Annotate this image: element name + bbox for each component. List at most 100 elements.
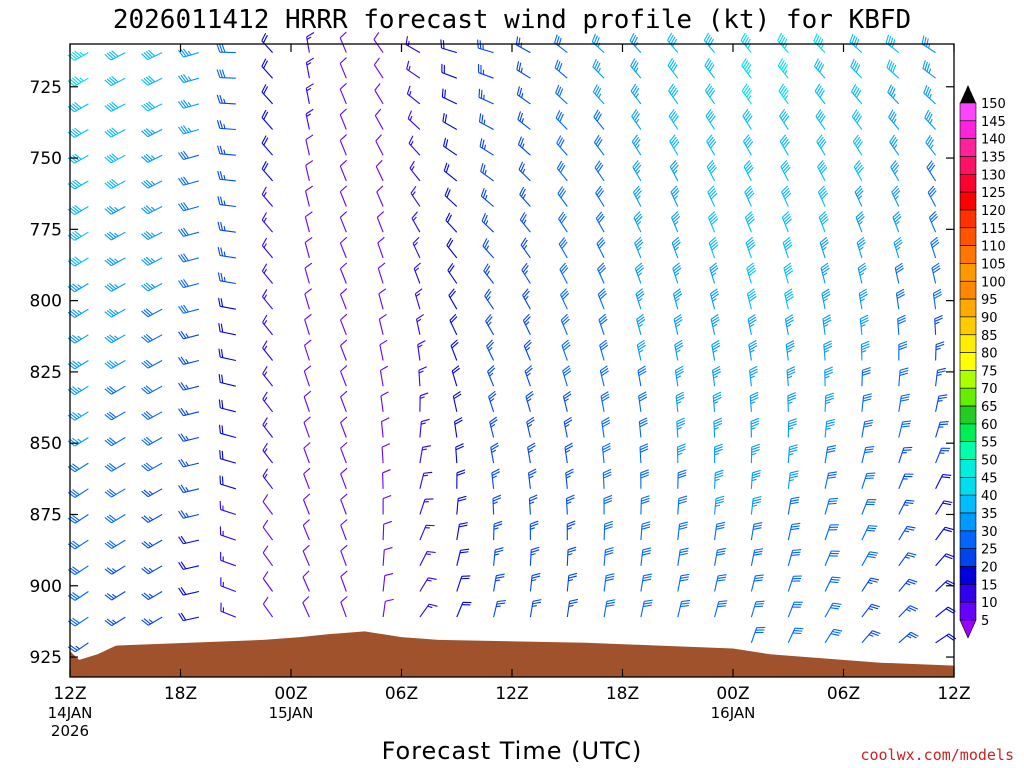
wind-barb — [419, 418, 430, 438]
y-tick-label: 875 — [30, 505, 62, 525]
wind-barb — [743, 159, 754, 182]
wind-barb — [67, 334, 89, 344]
colorbar-swatch — [959, 512, 977, 532]
wind-barb — [141, 385, 163, 395]
wind-barb — [419, 603, 438, 618]
wind-barb — [141, 49, 163, 61]
wind-barb — [924, 109, 937, 130]
y-tick-label: 850 — [30, 434, 62, 454]
x-date-label: 15JAN — [269, 704, 314, 722]
wind-barb — [141, 308, 163, 318]
wind-barb — [104, 385, 126, 395]
wind-barb — [787, 575, 802, 592]
wind-barb — [485, 314, 495, 336]
wind-barb — [824, 524, 839, 541]
wind-barb — [556, 160, 568, 182]
wind-barb — [67, 514, 89, 524]
colorbar-swatch — [959, 459, 977, 478]
wind-barb — [261, 58, 274, 79]
wind-barb — [486, 339, 495, 361]
wind-barb — [141, 411, 163, 421]
wind-barb — [891, 185, 901, 207]
wind-barb — [178, 587, 200, 596]
wind-barb — [447, 262, 458, 284]
wind-barb — [928, 211, 938, 233]
wind-barb — [441, 88, 458, 105]
wind-barb — [141, 231, 163, 241]
wind-barb — [339, 313, 348, 335]
wind-barb — [104, 488, 126, 498]
wind-barb — [597, 288, 607, 310]
wind-barb — [558, 237, 568, 259]
wind-barb — [894, 262, 904, 284]
wind-barb — [380, 417, 390, 438]
wind-barb — [707, 211, 719, 233]
wind-barb — [339, 288, 348, 310]
wind-barb — [302, 519, 310, 541]
wind-barb — [714, 495, 725, 515]
wind-barb — [382, 572, 394, 592]
wind-barb — [410, 185, 421, 207]
wind-barb — [595, 185, 605, 207]
colorbar-label: 90 — [981, 311, 998, 326]
wind-barb — [861, 419, 874, 438]
wind-barb — [742, 134, 754, 156]
wind-barb — [484, 288, 495, 310]
wind-barb — [741, 57, 752, 79]
colorbar-label: 55 — [981, 436, 998, 451]
wind-barb — [935, 500, 953, 515]
wind-barb — [677, 469, 687, 489]
wind-barb — [178, 382, 200, 391]
wind-barb — [824, 628, 843, 644]
wind-barb — [478, 88, 494, 105]
colorbar-label: 85 — [981, 329, 998, 344]
colorbar-swatch — [959, 174, 977, 193]
wind-barb — [711, 365, 721, 387]
wind-barb — [378, 314, 387, 335]
wind-barb — [220, 602, 237, 618]
wind-barb — [566, 546, 577, 566]
wind-barb — [104, 565, 126, 575]
wind-barb — [444, 187, 458, 207]
wind-barb — [851, 84, 863, 105]
wind-barb — [634, 236, 644, 259]
wind-barb — [777, 32, 789, 53]
wind-barb — [779, 134, 791, 156]
colorbar-label: 125 — [981, 186, 1006, 201]
colorbar-swatch — [959, 477, 977, 496]
wind-barb — [491, 468, 501, 489]
wind-barb — [524, 365, 533, 387]
wind-barb — [709, 288, 720, 310]
wind-barb — [262, 314, 274, 336]
wind-barb — [529, 546, 540, 566]
wind-barb — [640, 495, 650, 515]
wind-barb — [490, 442, 499, 464]
wind-barb — [442, 113, 458, 130]
wind-barb — [671, 211, 681, 233]
wind-barb — [750, 443, 760, 464]
wind-barb — [177, 48, 200, 58]
wind-barb — [782, 236, 793, 259]
wind-barb — [261, 263, 274, 284]
wind-barb — [220, 551, 236, 567]
wind-barb — [261, 186, 274, 207]
wind-barb — [640, 469, 649, 489]
wind-barb — [824, 602, 842, 618]
wind-barb — [673, 314, 683, 335]
wind-barb — [674, 339, 684, 361]
wind-barb — [302, 570, 310, 592]
wind-barb — [419, 392, 429, 412]
wind-barb — [603, 546, 614, 566]
wind-barb — [67, 76, 89, 87]
wind-barb — [454, 417, 463, 438]
colorbar-swatch — [959, 441, 977, 460]
y-tick-label: 775 — [30, 220, 62, 240]
wind-barb — [787, 496, 800, 515]
wind-barb — [890, 160, 900, 182]
wind-barb — [379, 365, 389, 387]
wind-barb — [562, 390, 572, 412]
wind-barb — [104, 205, 126, 215]
colorbar-label: 15 — [981, 578, 998, 593]
wind-barb — [636, 313, 646, 335]
